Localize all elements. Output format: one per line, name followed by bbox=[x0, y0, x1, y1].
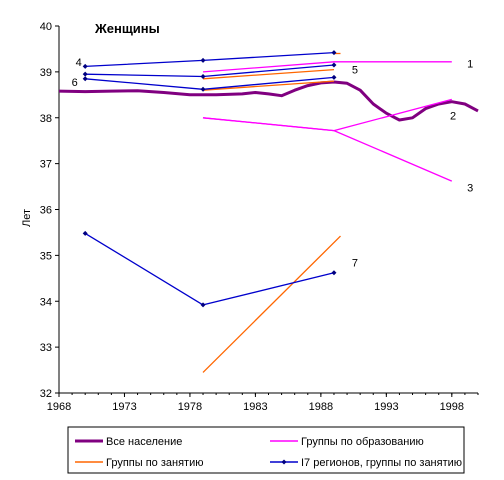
x-tick-label: 1993 bbox=[374, 401, 398, 413]
data-point-marker bbox=[331, 50, 337, 56]
x-tick-label: 1998 bbox=[440, 401, 464, 413]
data-point-marker bbox=[200, 73, 206, 79]
series-annotation: 3 bbox=[467, 182, 473, 194]
series-line-0 bbox=[58, 80, 479, 122]
data-point-marker bbox=[200, 86, 206, 92]
data-point-marker bbox=[82, 71, 88, 77]
y-tick-label: 35 bbox=[40, 250, 52, 262]
data-point-marker bbox=[200, 57, 206, 63]
legend-label: I7 регионов, группы по занятию bbox=[301, 457, 462, 469]
y-tick-label: 34 bbox=[40, 296, 52, 308]
data-point-marker bbox=[331, 74, 337, 80]
legend-label: Группы по образованию bbox=[301, 436, 424, 448]
y-tick-label: 33 bbox=[40, 342, 52, 354]
series-annotation: 6 bbox=[72, 77, 78, 89]
data-point-marker bbox=[200, 302, 206, 308]
series-line-5 bbox=[202, 80, 335, 91]
y-tick-label: 32 bbox=[40, 388, 52, 400]
data-point-marker bbox=[82, 76, 88, 82]
x-tick-label: 1988 bbox=[309, 401, 333, 413]
series-line-11 bbox=[84, 232, 335, 306]
series-markers bbox=[82, 50, 337, 308]
series-annotation: 5 bbox=[352, 65, 358, 77]
x-tick-label: 1978 bbox=[178, 401, 202, 413]
x-tick-label: 1983 bbox=[243, 401, 267, 413]
series-line-4 bbox=[202, 68, 335, 80]
x-tick-label: 1973 bbox=[112, 401, 136, 413]
series-line-3 bbox=[202, 117, 453, 182]
data-point-marker bbox=[82, 63, 88, 69]
series-annotation: 7 bbox=[352, 257, 358, 269]
legend-marker bbox=[281, 459, 287, 465]
series-lines bbox=[58, 51, 479, 373]
series-annotation: 4 bbox=[76, 57, 82, 69]
annotations: 4 6 5 1 2 3 7 bbox=[72, 57, 474, 269]
legend-label: Группы по занятию bbox=[106, 457, 203, 469]
data-point-marker bbox=[331, 62, 337, 68]
y-tick-label: 37 bbox=[40, 159, 52, 171]
y-tick-label: 38 bbox=[40, 113, 52, 125]
y-tick-label: 40 bbox=[40, 21, 52, 33]
data-point-marker bbox=[331, 270, 337, 276]
y-tick-label: 36 bbox=[40, 205, 52, 217]
chart-title: Женщины bbox=[94, 21, 160, 36]
series-annotation: 1 bbox=[467, 59, 473, 71]
legend-label: Все население bbox=[106, 436, 182, 448]
data-point-marker bbox=[82, 230, 88, 236]
x-tick-label: 1968 bbox=[47, 401, 71, 413]
legend: Все население Группы по образованию Группы… bbox=[67, 426, 465, 474]
series-annotation: 2 bbox=[450, 110, 456, 122]
series-line-7 bbox=[202, 235, 341, 373]
legend-box bbox=[67, 426, 465, 474]
y-axis-label: Лет bbox=[21, 209, 33, 227]
series-line-1 bbox=[202, 61, 452, 73]
y-tick-label: 39 bbox=[40, 67, 52, 79]
